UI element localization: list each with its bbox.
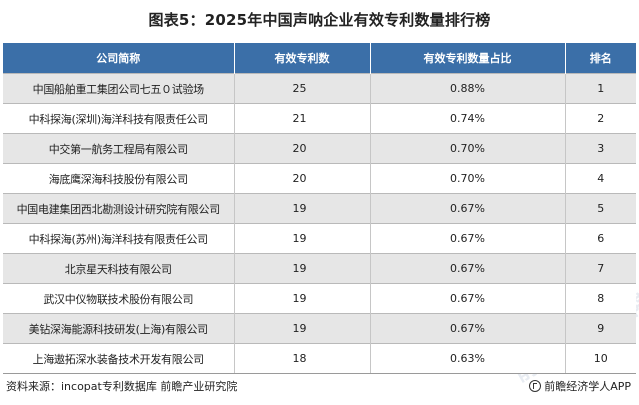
cell-patent-share: 0.67% [370,313,566,344]
cell-rank: 1 [565,73,636,104]
table-row: 海底鹰深海科技股份有限公司 20 0.70% 4 [3,163,636,194]
cell-rank: 3 [565,133,636,164]
source-note: 资料来源：incopat专利数据库 前瞻产业研究院 [6,380,238,393]
table-row: 中国船舶重工集团公司七五０试验场 25 0.88% 1 [3,73,636,104]
table-row: 武汉中仪物联技术股份有限公司 19 0.67% 8 [3,283,636,314]
cell-patent-count: 21 [234,103,371,134]
cell-patent-count: 19 [234,313,371,344]
cell-patent-count: 20 [234,133,371,164]
cell-patent-count: 19 [234,283,371,314]
table-row: 中科探海(深圳)海洋科技有限责任公司 21 0.74% 2 [3,103,636,134]
cell-rank: 2 [565,103,636,134]
cell-patent-share: 0.74% [370,103,566,134]
cell-company: 武汉中仪物联技术股份有限公司 [3,283,235,314]
cell-rank: 7 [565,253,636,284]
cell-patent-share: 0.67% [370,193,566,224]
cell-company: 中交第一航务工程局有限公司 [3,133,235,164]
header-patent-share: 有效专利数量占比 [370,43,566,74]
header-rank: 排名 [565,43,636,74]
table-row: 中交第一航务工程局有限公司 20 0.70% 3 [3,133,636,164]
cell-patent-count: 20 [234,163,371,194]
cell-patent-share: 0.70% [370,133,566,164]
cell-rank: 8 [565,283,636,314]
table-row: 北京星天科技有限公司 19 0.67% 7 [3,253,636,284]
cell-patent-count: 19 [234,253,371,284]
cell-patent-share: 0.67% [370,223,566,254]
cell-patent-count: 25 [234,73,371,104]
table-header-row: 公司简称 有效专利数 有效专利数量占比 排名 [3,43,636,74]
patent-ranking-table: 公司简称 有效专利数 有效专利数量占比 排名 中国船舶重工集团公司七五０试验场 … [3,43,636,374]
cell-rank: 4 [565,163,636,194]
cell-company: 中国船舶重工集团公司七五０试验场 [3,73,235,104]
table-row: 中国电建集团西北勘测设计研究院有限公司 19 0.67% 5 [3,193,636,224]
cell-patent-share: 0.67% [370,253,566,284]
table-row: 美钻深海能源科技研发(上海)有限公司 19 0.67% 9 [3,313,636,344]
cell-rank: 9 [565,313,636,344]
cell-company: 中国电建集团西北勘测设计研究院有限公司 [3,193,235,224]
cell-patent-count: 19 [234,193,371,224]
brand-label: 前瞻经济学人APP [544,380,631,393]
cell-rank: 6 [565,223,636,254]
brand-credit: 前瞻经济学人APP [529,378,631,394]
cell-patent-share: 0.67% [370,283,566,314]
cell-company: 中科探海(苏州)海洋科技有限责任公司 [3,223,235,254]
header-patent-count: 有效专利数 [234,43,371,74]
cell-patent-share: 0.88% [370,73,566,104]
cell-patent-count: 19 [234,223,371,254]
cell-company: 美钻深海能源科技研发(上海)有限公司 [3,313,235,344]
cell-company: 海底鹰深海科技股份有限公司 [3,163,235,194]
table-row: 上海遨拓深水装备技术开发有限公司 18 0.63% 10 [3,343,636,374]
cell-patent-share: 0.63% [370,343,566,374]
qianzhan-logo-icon [529,380,542,392]
chart-title: 图表5：2025年中国声呐企业有效专利数量排行榜 [148,11,491,29]
header-company: 公司简称 [3,43,235,74]
cell-rank: 5 [565,193,636,224]
cell-company: 北京星天科技有限公司 [3,253,235,284]
cell-patent-count: 18 [234,343,371,374]
cell-company: 中科探海(深圳)海洋科技有限责任公司 [3,103,235,134]
cell-company: 上海遨拓深水装备技术开发有限公司 [3,343,235,374]
cell-patent-share: 0.70% [370,163,566,194]
table-row: 中科探海(苏州)海洋科技有限责任公司 19 0.67% 6 [3,223,636,254]
cell-rank: 10 [565,343,636,374]
